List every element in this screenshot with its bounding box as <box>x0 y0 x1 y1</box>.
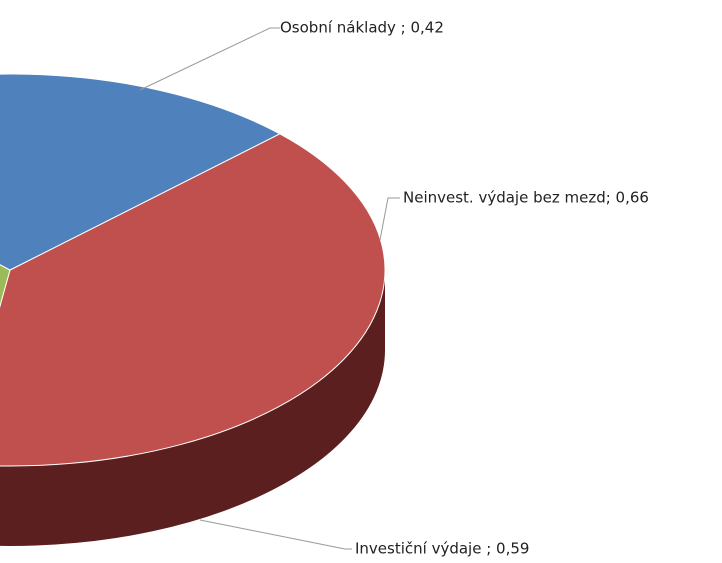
pie-side <box>0 270 385 546</box>
pie-slice <box>0 73 281 271</box>
leader-line <box>199 519 352 550</box>
leader-line <box>139 27 280 91</box>
leader-line <box>379 197 400 241</box>
data-label: Investiční výdaje ; 0,59 <box>355 540 529 558</box>
data-label: Osobní náklady ; 0,42 <box>280 19 444 37</box>
pie <box>0 73 386 546</box>
pie-slice <box>0 133 386 467</box>
pie-slice <box>0 264 11 308</box>
data-label: Neinvest. výdaje bez mezd; 0,66 <box>403 189 649 207</box>
